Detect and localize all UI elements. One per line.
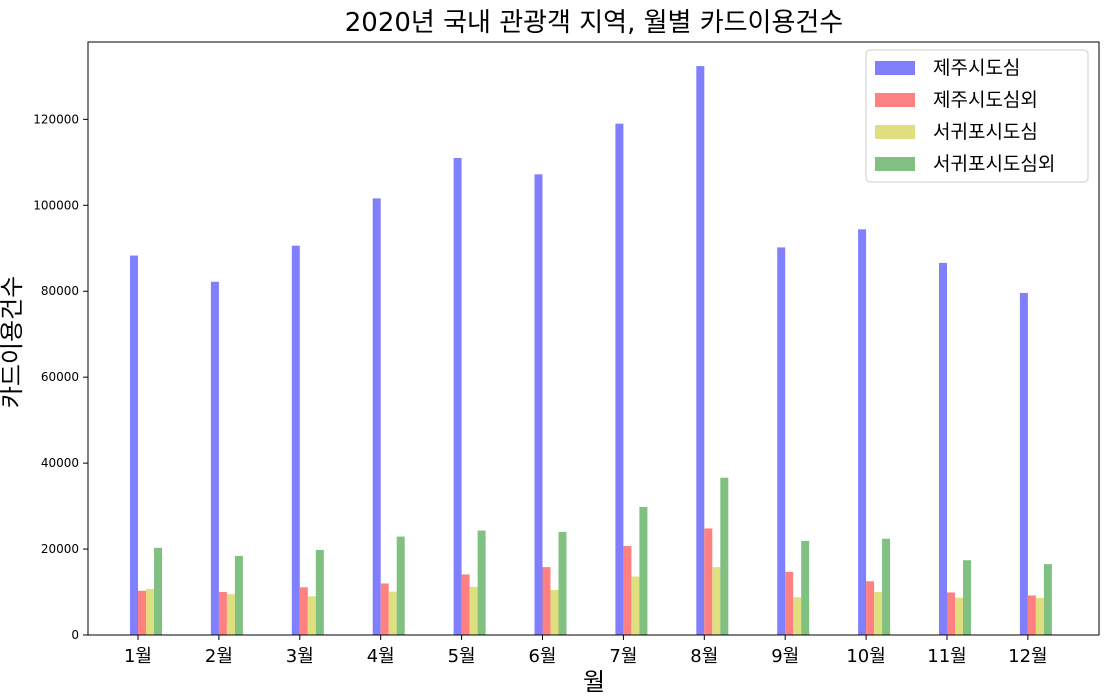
x-tick-label: 1월	[124, 646, 152, 667]
bar-3-1	[146, 589, 154, 635]
bar-1-8	[696, 66, 705, 635]
legend-swatch-3	[875, 125, 915, 139]
legend-label-1: 제주시도심	[933, 57, 1020, 79]
bar-2-9	[785, 571, 794, 635]
bar-3-4	[388, 591, 397, 635]
bar-1-11	[939, 262, 947, 635]
bar-4-7	[639, 506, 648, 635]
x-tick-label: 6월	[528, 646, 556, 667]
chart-title: 2020년 국내 관광객 지역, 월별 카드이용건수	[345, 8, 843, 38]
bar-4-5	[477, 530, 486, 635]
bar-3-10	[874, 592, 883, 635]
bar-4-12	[1043, 564, 1052, 635]
bar-4-6	[558, 531, 567, 635]
bar-4-8	[720, 477, 729, 635]
plot-area: 0 20000 40000 60000 80000 100000 120000 1월 2월 3월 4…	[33, 66, 1052, 667]
bar-3-11	[955, 597, 963, 635]
x-tick-label: 9월	[771, 646, 799, 667]
legend-label-2: 제주시도심외	[933, 89, 1038, 111]
bar-1-2	[210, 281, 219, 635]
bar-1-9	[777, 247, 786, 636]
bar-2-6	[542, 567, 551, 635]
legend-swatch-1	[875, 61, 915, 75]
legend-swatch-2	[875, 93, 915, 107]
y-tick-label: 80000	[41, 284, 79, 298]
x-tick-label: 12월	[1008, 646, 1047, 667]
bar-3-3	[307, 596, 316, 635]
bar-2-3	[299, 587, 308, 635]
bar-1-1	[130, 255, 138, 635]
bar-2-11	[947, 592, 955, 635]
x-axis-label: 월	[583, 668, 605, 696]
bar-1-6	[534, 174, 543, 636]
x-tick-label: 4월	[367, 646, 395, 667]
bar-2-12	[1027, 595, 1036, 635]
bar-4-1	[154, 547, 162, 635]
y-tick-label: 120000	[33, 112, 79, 126]
legend-label-3: 서귀포시도심	[933, 121, 1038, 143]
bar-3-12	[1035, 598, 1044, 635]
y-tick-label: 0	[71, 628, 79, 642]
bar-3-8	[712, 567, 721, 635]
x-tick-label: 2월	[205, 646, 233, 667]
bar-3-5	[469, 586, 478, 635]
bar-2-2	[218, 592, 227, 635]
bar-1-7	[615, 123, 624, 635]
bar-1-10	[858, 229, 867, 635]
bar-3-7	[631, 576, 640, 635]
bar-4-2	[234, 555, 243, 635]
legend-swatch-4	[875, 157, 915, 171]
x-tick-label: 8월	[690, 646, 718, 667]
bar-1-3	[291, 245, 300, 635]
bar-2-5	[461, 574, 470, 635]
y-tick-label: 20000	[41, 542, 79, 556]
x-tick-label: 3월	[286, 646, 314, 667]
bar-1-4	[372, 198, 381, 635]
bar-2-4	[380, 583, 389, 635]
bar-3-2	[226, 594, 235, 635]
x-tick-label: 10월	[846, 646, 885, 667]
x-tick-label: 5월	[448, 646, 476, 667]
plot-frame	[87, 41, 1100, 636]
bar-1-5	[453, 158, 462, 636]
legend-box	[865, 49, 1089, 183]
y-tick-label: 100000	[33, 198, 79, 212]
bar-4-4	[396, 536, 405, 635]
bar-2-7	[623, 546, 632, 635]
bar-4-3	[315, 549, 324, 635]
bar-4-9	[801, 540, 810, 635]
y-tick-label: 40000	[41, 456, 79, 470]
bar-2-10	[866, 581, 875, 635]
legend-label-4: 서귀포시도심외	[933, 153, 1055, 175]
bar-2-1	[138, 590, 146, 635]
bar-3-9	[793, 597, 802, 635]
y-axis-label: 카드이용건수	[0, 276, 26, 408]
x-tick-label: 11월	[927, 646, 966, 667]
bar-4-10	[882, 538, 891, 635]
bar-1-12	[1019, 292, 1028, 635]
y-tick-label: 60000	[41, 370, 79, 384]
bar-3-6	[550, 589, 559, 635]
x-tick-label: 7월	[609, 646, 637, 667]
bar-2-8	[704, 528, 713, 635]
bar-4-11	[963, 560, 971, 635]
